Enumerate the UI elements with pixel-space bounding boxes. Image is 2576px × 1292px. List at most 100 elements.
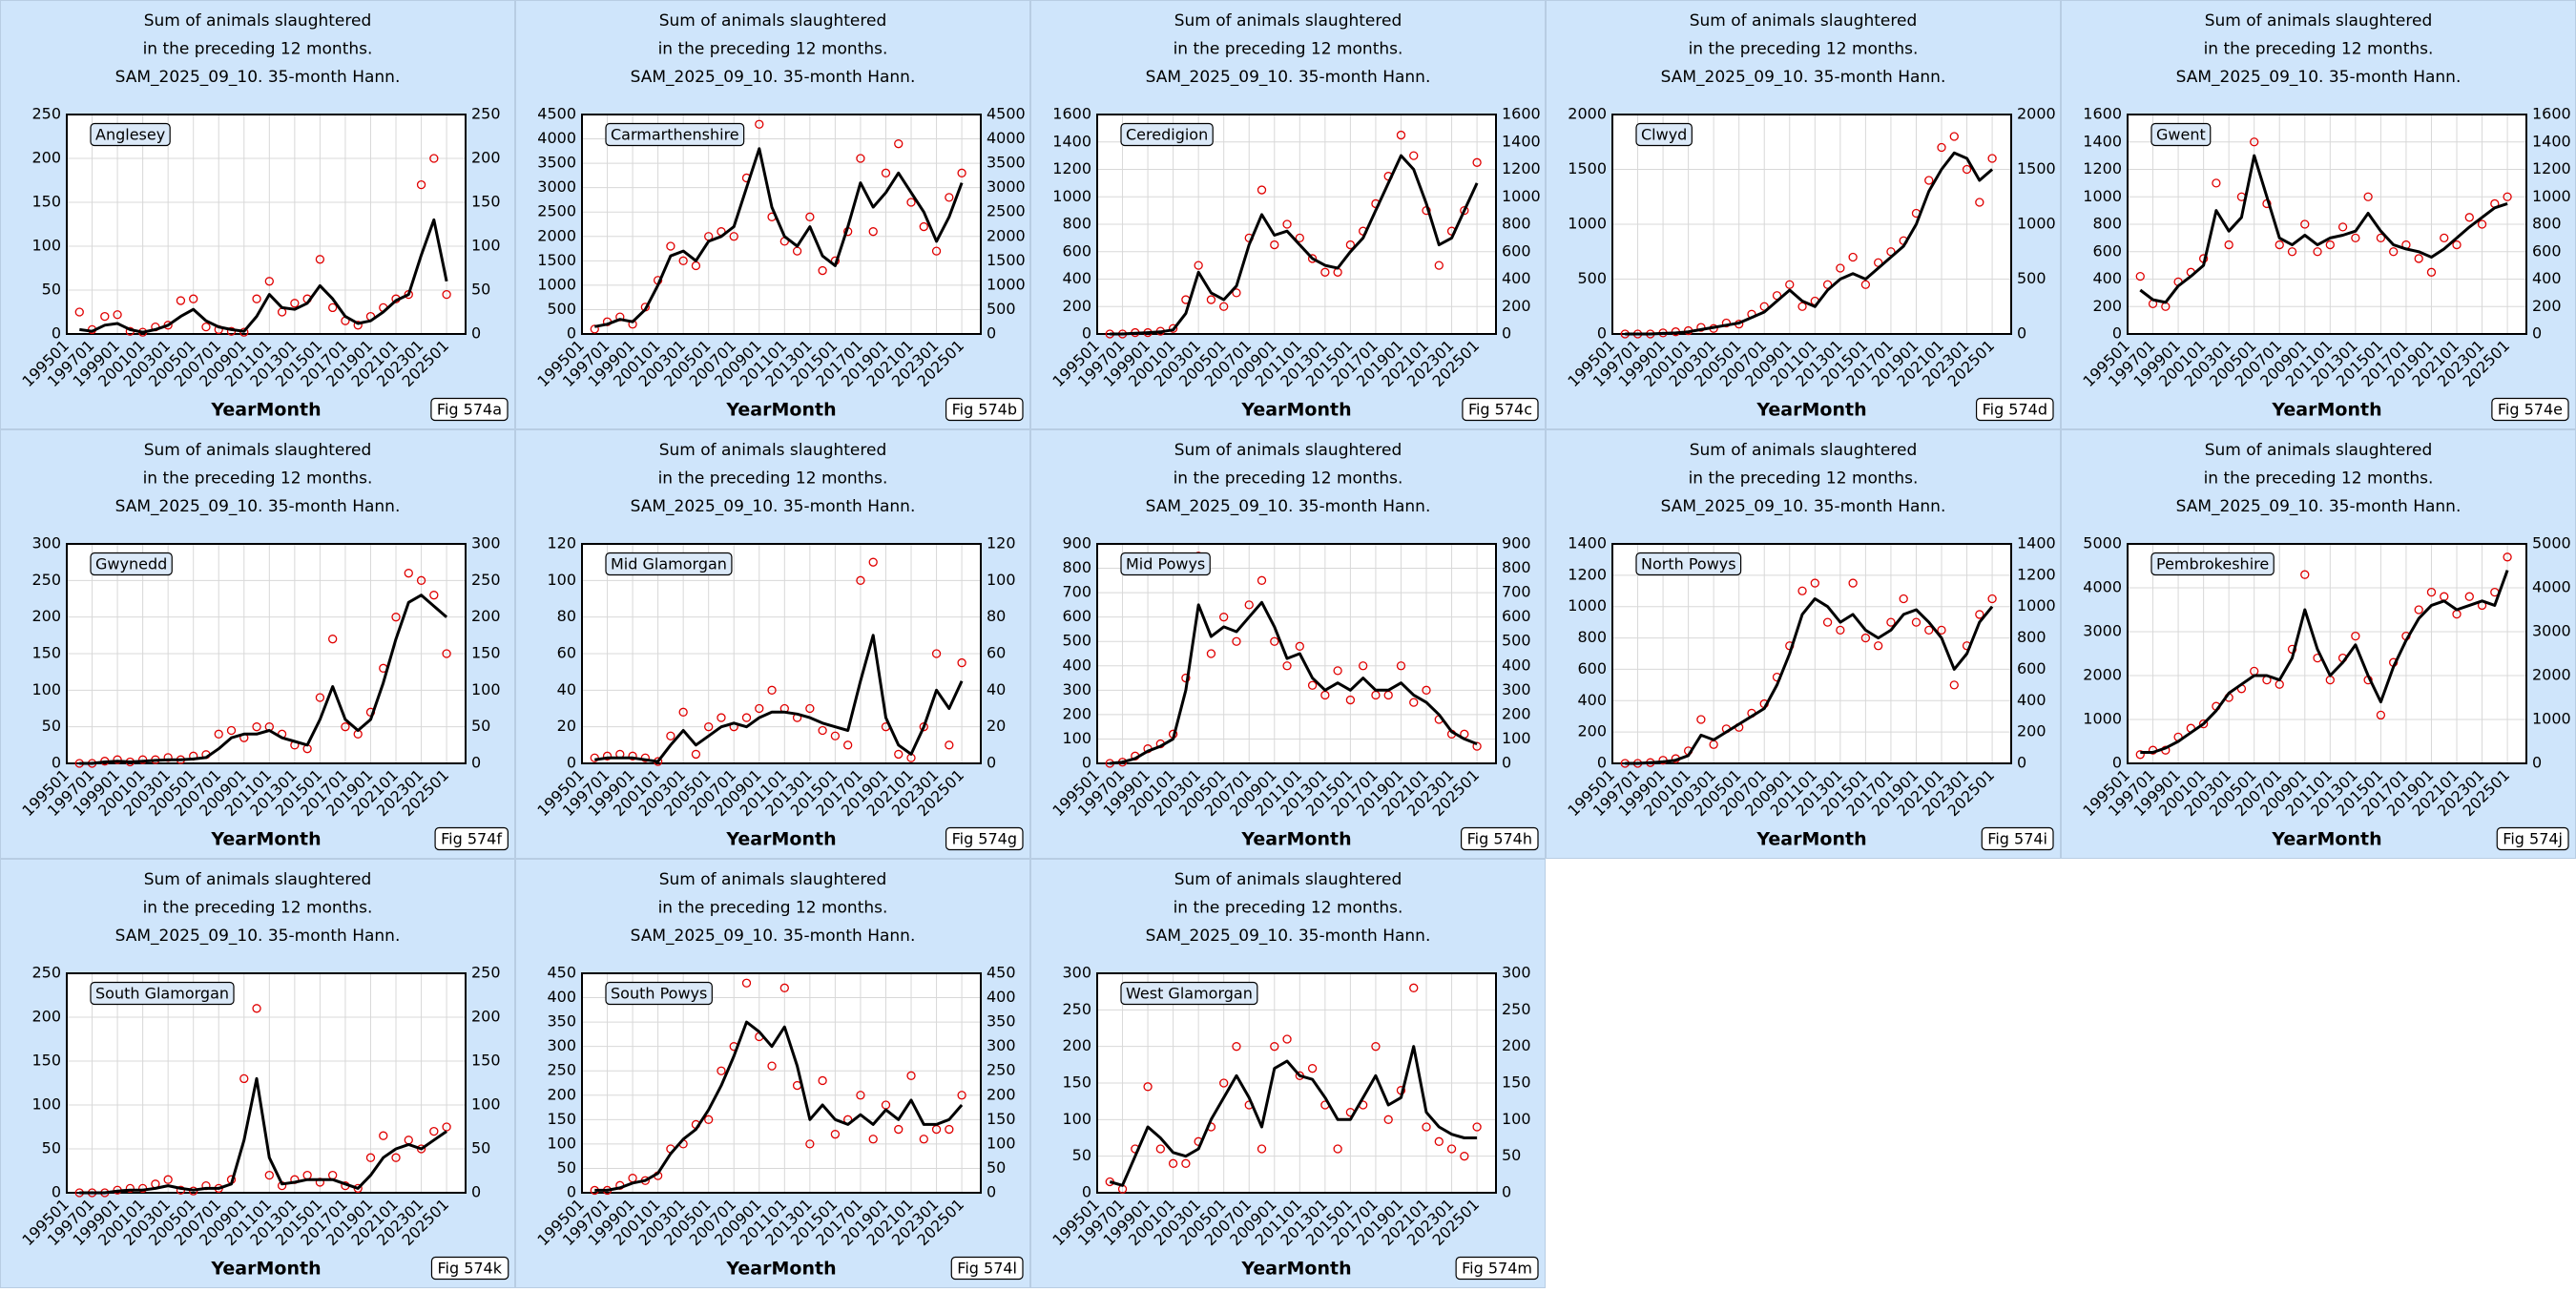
data-point	[691, 749, 701, 760]
data-point	[957, 1091, 966, 1100]
chart-title: SAM_2025_09_10. 35-month Hann.	[2176, 68, 2462, 87]
y2-tick-label: 0	[987, 1183, 996, 1201]
y-tick-label: 120	[547, 534, 576, 552]
y-tick-label: 350	[547, 1012, 576, 1031]
data-point	[1696, 715, 1706, 724]
plot-frame	[1096, 972, 1497, 1194]
y2-tick-label: 1000	[2017, 596, 2056, 615]
data-point	[1295, 641, 1304, 651]
data-point	[353, 321, 363, 330]
data-point	[678, 256, 688, 265]
chart-title: SAM_2025_09_10. 35-month Hann.	[1146, 927, 1431, 946]
chart-title: Sum of animals slaughtered	[144, 870, 372, 889]
y2-tick-label: 400	[2532, 269, 2562, 287]
chart-panel: Sum of animals slaughtered in the precedi…	[515, 0, 1030, 429]
data-point	[2376, 233, 2386, 243]
y2-tick-label: 400	[987, 988, 1016, 1006]
data-point	[894, 1124, 904, 1135]
y-tick-label: 4000	[537, 129, 576, 147]
chart-title: in the preceding 12 months.	[2204, 469, 2434, 489]
y-tick-label: 200	[1577, 722, 1607, 740]
data-point	[1797, 302, 1807, 311]
data-point	[1282, 661, 1292, 671]
y-tick-label: 1000	[1052, 187, 1091, 205]
y-tick-label: 200	[1062, 1036, 1091, 1054]
region-label-box	[90, 122, 171, 147]
y2-tick-label: 300	[987, 1036, 1016, 1054]
data-point	[2135, 271, 2145, 281]
y2-tick-label: 1000	[2017, 215, 2056, 233]
plot-frame	[581, 543, 982, 764]
region-label-box	[2150, 552, 2275, 576]
y-tick-label: 100	[1062, 729, 1091, 747]
data-point	[1232, 636, 1241, 646]
y-tick-label: 0	[1597, 754, 1607, 772]
data-point	[2503, 552, 2512, 562]
data-point	[1320, 267, 1330, 277]
y-tick-label: 250	[31, 105, 61, 123]
data-point	[818, 265, 827, 276]
data-point	[906, 1071, 916, 1080]
y2-tick-label: 0	[2017, 754, 2026, 772]
y-tick-label: 100	[31, 237, 61, 255]
chart-title: SAM_2025_09_10. 35-month Hann.	[115, 68, 401, 87]
data-point	[1949, 132, 1959, 141]
chart-title: SAM_2025_09_10. 35-month Hann.	[115, 927, 401, 946]
y-tick-label: 0	[1082, 324, 1091, 343]
data-point	[264, 277, 274, 286]
y2-tick-label: 200	[471, 1008, 501, 1026]
x-axis-label: YearMonth	[1240, 829, 1351, 850]
data-point	[1860, 280, 1871, 289]
region-label: Clwyd	[1641, 126, 1687, 144]
y2-tick-label: 60	[987, 644, 1006, 662]
data-point	[1307, 254, 1318, 263]
smoothed-line	[1110, 600, 1478, 765]
data-point	[729, 232, 738, 241]
chart-title: in the preceding 12 months.	[1174, 40, 1403, 59]
y2-tick-label: 40	[987, 680, 1006, 698]
data-point	[1937, 142, 1946, 153]
y-tick-label: 0	[567, 324, 576, 343]
data-point	[1307, 1064, 1318, 1073]
y2-tick-label: 0	[1502, 1183, 1511, 1201]
y2-tick-label: 5000	[2532, 534, 2571, 552]
y2-tick-label: 600	[1502, 241, 1531, 260]
data-point	[1987, 154, 1997, 163]
y-tick-label: 0	[1082, 754, 1091, 772]
y2-tick-label: 50	[471, 1139, 490, 1157]
data-point	[919, 1135, 928, 1144]
data-point	[1472, 1122, 1482, 1132]
data-point	[1219, 1078, 1229, 1088]
data-point	[881, 168, 891, 177]
data-point	[2275, 240, 2284, 250]
y2-tick-label: 400	[1502, 269, 1531, 287]
region-label-box	[90, 552, 173, 576]
y2-tick-label: 0	[2532, 324, 2542, 343]
y2-tick-label: 200	[987, 1085, 1016, 1103]
data-point	[1396, 661, 1406, 671]
data-point	[125, 1183, 135, 1194]
data-point	[2414, 605, 2423, 615]
y2-tick-label: 250	[471, 964, 501, 982]
data-point	[214, 729, 223, 739]
data-point	[379, 1131, 388, 1140]
y-tick-label: 0	[52, 324, 61, 343]
y-tick-label: 200	[31, 607, 61, 625]
chart-panel: Sum of animals slaughtered in the precedi…	[1546, 429, 2061, 859]
data-point	[1270, 636, 1279, 646]
data-point	[442, 289, 451, 300]
plot-frame	[581, 114, 982, 335]
data-point	[163, 1175, 173, 1184]
y2-tick-label: 0	[471, 324, 481, 343]
y-tick-label: 300	[1062, 680, 1091, 698]
data-point	[1472, 157, 1482, 167]
y-tick-label: 400	[1062, 656, 1091, 674]
data-point	[239, 1073, 249, 1084]
y-tick-label: 250	[31, 964, 61, 982]
figure-label-box	[434, 826, 509, 851]
y-tick-label: 50	[557, 1158, 576, 1177]
figure-label: Fig 574a	[437, 401, 502, 419]
data-point	[252, 294, 261, 303]
y2-tick-label: 600	[1502, 607, 1531, 625]
